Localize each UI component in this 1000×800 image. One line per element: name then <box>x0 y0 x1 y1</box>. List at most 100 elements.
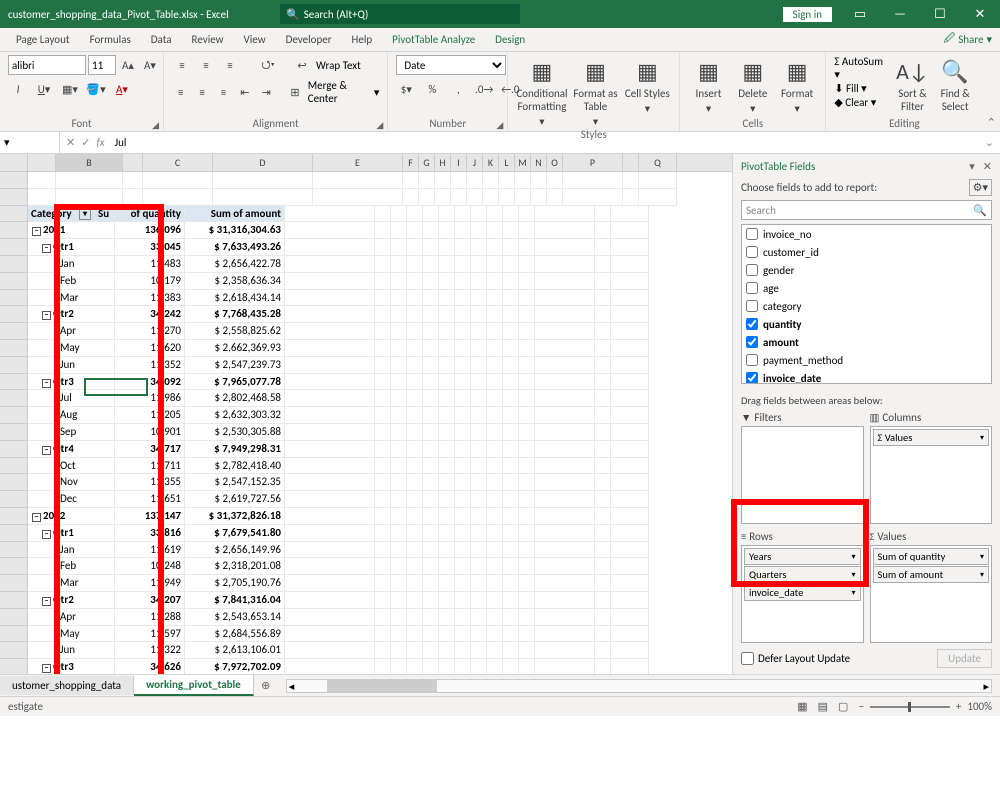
field-gender[interactable]: gender <box>742 261 991 279</box>
zoom-in-icon[interactable]: + <box>956 700 961 713</box>
indent-inc-icon[interactable]: ⇥ <box>258 82 275 102</box>
tab-pivottable-analyze[interactable]: PivotTable Analyze <box>382 29 485 50</box>
number-format[interactable]: Date <box>396 55 506 75</box>
fill-button[interactable]: ⬇ Fill ▾ <box>834 82 889 95</box>
field-invoice_date[interactable]: invoice_date <box>742 369 991 384</box>
tab-help[interactable]: Help <box>342 29 383 50</box>
field-payment_method[interactable]: payment_method <box>742 351 991 369</box>
align-bot-icon[interactable]: ≡ <box>220 55 240 75</box>
field-customer_id[interactable]: customer_id <box>742 243 991 261</box>
pill---values[interactable]: Σ Values▾ <box>873 429 990 446</box>
close-icon[interactable]: ✕ <box>960 7 1000 22</box>
field-invoice_no[interactable]: invoice_no <box>742 225 991 243</box>
filters-box[interactable] <box>741 426 864 524</box>
launcher-icon[interactable]: ◢ <box>152 120 159 131</box>
ribbon-opts-icon[interactable]: ▭ <box>840 7 880 22</box>
minimize-icon[interactable]: — <box>880 7 920 22</box>
percent-icon[interactable]: % <box>422 79 442 99</box>
pill-invoice-date[interactable]: invoice_date▾ <box>744 584 861 601</box>
enter-icon[interactable]: ✓ <box>81 136 90 149</box>
wrap-label[interactable]: Wrap Text <box>316 59 361 72</box>
sheet-tab-pivot[interactable]: working_pivot_table <box>134 675 254 696</box>
field-age[interactable]: age <box>742 279 991 297</box>
field-amount[interactable]: amount <box>742 333 991 351</box>
share-button[interactable]: 🖉 Share ▾ <box>943 30 992 49</box>
align-center-icon[interactable]: ≡ <box>193 82 210 102</box>
delete-button[interactable]: ▦Delete▾ <box>733 55 773 115</box>
inc-dec-icon[interactable]: .0→ <box>474 79 494 99</box>
search-box[interactable]: 🔍 Search (Alt+Q) <box>280 4 520 24</box>
name-box[interactable]: ▾ <box>0 132 60 153</box>
launcher-icon[interactable]: ◢ <box>376 120 383 131</box>
collapse-ribbon-icon[interactable]: ⌃ <box>982 116 1000 131</box>
font-color-icon[interactable]: A▾ <box>112 79 132 99</box>
shrink-font-icon[interactable]: A▾ <box>140 55 160 75</box>
currency-icon[interactable]: $▾ <box>396 79 416 99</box>
fieldpane-dd-icon[interactable]: ▾ <box>969 160 975 173</box>
align-left-icon[interactable]: ≡ <box>172 82 189 102</box>
view-break-icon[interactable]: ▢ <box>838 700 848 713</box>
sort-filter-button[interactable]: A↓Sort & Filter <box>893 55 932 113</box>
gear-icon[interactable]: ⚙▾ <box>969 179 992 196</box>
tab-view[interactable]: View <box>234 29 276 50</box>
zoom-out-icon[interactable]: − <box>858 700 863 713</box>
font-name[interactable] <box>8 55 86 75</box>
grow-font-icon[interactable]: A▴ <box>118 55 138 75</box>
sheet-tab-data[interactable]: ustomer_shopping_data <box>0 676 134 695</box>
grid[interactable]: BCDEFGHIJKLMNOPQ Category▾Suof quantityS… <box>0 154 732 674</box>
expand-fbar-icon[interactable]: ⌄ <box>979 136 1000 149</box>
col-headers[interactable]: BCDEFGHIJKLMNOPQ <box>0 154 732 172</box>
field-search[interactable]: Search🔍 <box>741 200 992 220</box>
align-top-icon[interactable]: ≡ <box>172 55 192 75</box>
fill-color-icon[interactable]: 🪣▾ <box>86 79 106 99</box>
wrap-icon[interactable]: ↩ <box>292 55 312 75</box>
insert-button[interactable]: ▦Insert▾ <box>688 55 728 115</box>
pill-years[interactable]: Years▾ <box>744 548 861 565</box>
values-box[interactable]: Sum of quantity▾Sum of amount▾ <box>870 545 993 643</box>
tab-design[interactable]: Design <box>485 29 535 50</box>
align-right-icon[interactable]: ≡ <box>215 82 232 102</box>
defer-checkbox[interactable] <box>741 652 754 665</box>
italic-icon[interactable]: I <box>8 79 28 99</box>
indent-dec-icon[interactable]: ⇤ <box>236 82 253 102</box>
fx-icon[interactable]: fx <box>96 136 104 149</box>
align-mid-icon[interactable]: ≡ <box>196 55 216 75</box>
cancel-icon[interactable]: ✕ <box>66 136 75 149</box>
tab-developer[interactable]: Developer <box>276 29 342 50</box>
columns-box[interactable]: Σ Values▾ <box>870 426 993 524</box>
cell-styles-button[interactable]: ▦Cell Styles▾ <box>623 55 671 115</box>
find-select-button[interactable]: 🔍Find & Select <box>936 55 975 113</box>
tab-data[interactable]: Data <box>141 29 182 50</box>
add-sheet-icon[interactable]: ⊕ <box>254 679 278 692</box>
format-table-button[interactable]: ▦Format as Table▾ <box>572 55 620 128</box>
maximize-icon[interactable]: ☐ <box>920 7 960 22</box>
pill-sum-of-quantity[interactable]: Sum of quantity▾ <box>873 548 990 565</box>
format-button[interactable]: ▦Format▾ <box>777 55 817 115</box>
zoom-slider[interactable] <box>870 706 950 708</box>
border-icon[interactable]: ▦▾ <box>60 79 80 99</box>
field-list[interactable]: invoice_nocustomer_idgenderagecategoryqu… <box>741 224 992 384</box>
tab-page-layout[interactable]: Page Layout <box>6 29 80 50</box>
merge-label[interactable]: Merge & Center <box>308 79 370 105</box>
signin-button[interactable]: Sign in <box>783 7 832 22</box>
fieldpane-close-icon[interactable]: ✕ <box>983 160 992 173</box>
field-category[interactable]: category <box>742 297 991 315</box>
view-layout-icon[interactable]: ▤ <box>818 700 828 713</box>
tab-review[interactable]: Review <box>182 29 234 50</box>
view-normal-icon[interactable]: ▦ <box>797 700 807 713</box>
rows-box[interactable]: Years▾Quarters▾invoice_date▾ <box>741 545 864 643</box>
launcher-icon[interactable]: ◢ <box>496 120 503 131</box>
font-size[interactable] <box>88 55 116 75</box>
comma-icon[interactable]: , <box>448 79 468 99</box>
pill-quarters[interactable]: Quarters▾ <box>744 566 861 583</box>
tab-formulas[interactable]: Formulas <box>80 29 141 50</box>
orientation-icon[interactable]: ⭯▾ <box>258 55 278 75</box>
underline-icon[interactable]: U▾ <box>34 79 54 99</box>
autosum-button[interactable]: Σ AutoSum ▾ <box>834 55 889 81</box>
field-quantity[interactable]: quantity <box>742 315 991 333</box>
hscrollbar[interactable]: ◂▸ <box>286 679 992 693</box>
clear-button[interactable]: ◆ Clear ▾ <box>834 96 889 109</box>
update-button[interactable]: Update <box>937 649 992 668</box>
merge-icon[interactable]: ⊞ <box>286 82 303 102</box>
zoom-level[interactable]: 100% <box>967 700 992 713</box>
